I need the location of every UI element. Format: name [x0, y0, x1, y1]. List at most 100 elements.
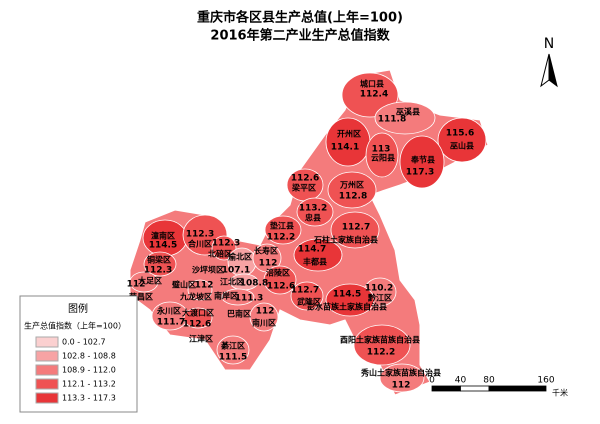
- north-label: N: [544, 36, 554, 52]
- legend-subtitle: 生产总值指数（上年=100）: [24, 321, 126, 331]
- legend-swatch: [35, 364, 59, 376]
- region-name: 合川区: [187, 239, 212, 249]
- region-value: 113: [372, 145, 391, 155]
- region-value: 112.3: [212, 239, 240, 249]
- scale-tick-label: 80: [483, 376, 495, 386]
- region-name: 北碚区: [208, 249, 232, 259]
- region: [221, 288, 255, 306]
- region: [437, 117, 487, 163]
- legend-swatch: [35, 336, 59, 348]
- region-value: 111.7: [157, 318, 185, 328]
- region-name: 大渡口区: [182, 308, 214, 318]
- region-name: 南岸区: [214, 291, 238, 301]
- region: [353, 324, 411, 366]
- legend-title: 图例: [68, 302, 88, 315]
- region: [263, 265, 297, 295]
- region: [211, 235, 237, 261]
- region-name: 云阳县: [371, 154, 395, 163]
- north-arrow-right: [548, 53, 558, 88]
- legend-label: 102.8 - 108.8: [62, 352, 116, 361]
- region-name: 铜梁区: [147, 255, 171, 265]
- region-name: 巴南区: [227, 309, 251, 319]
- region-name: 江北区: [220, 277, 244, 287]
- region-name: 忠县: [305, 213, 321, 223]
- legend-label: 112.1 - 113.2: [62, 380, 116, 389]
- north-arrow: N: [540, 36, 558, 88]
- region-name: 涪陵区: [266, 268, 290, 278]
- legend-label: 113.3 - 117.3: [62, 394, 116, 403]
- region-value: 114.7: [298, 245, 326, 255]
- region-name: 璧山区: [172, 280, 196, 290]
- region: [183, 307, 213, 329]
- scale-tick-label: 0: [429, 376, 435, 386]
- regions: [129, 72, 487, 393]
- region-name: 酉阳土家族苗族自治县: [340, 335, 420, 345]
- region: [325, 283, 375, 317]
- region-value: 111.5: [219, 353, 247, 363]
- region: [293, 238, 343, 272]
- region-name: 江津区: [189, 334, 213, 344]
- region-name: 永川区: [156, 306, 181, 316]
- region: [365, 132, 399, 178]
- region-name: 石柱土家族自治县: [313, 235, 378, 245]
- region-value: 114.1: [331, 143, 359, 153]
- region: [330, 211, 380, 249]
- region-name: 丰都县: [303, 257, 327, 267]
- legend-label: 0.0 - 102.7: [62, 338, 106, 347]
- region-name: 沙坪坝区: [192, 265, 224, 275]
- region: [290, 281, 324, 311]
- region-value: 108.8: [240, 279, 268, 289]
- region-value: 111.3: [235, 294, 263, 304]
- region-name: 长寿区: [254, 246, 278, 256]
- region-name: 秀山土家族苗族自治县: [360, 368, 441, 378]
- scale-bar: 0 40 80 160 千米: [429, 376, 568, 398]
- region-name: 巫山县: [450, 141, 474, 151]
- region-value: 115.6: [446, 129, 474, 139]
- region-value: 112.6: [183, 320, 211, 330]
- region: [249, 302, 279, 332]
- region-value: 112: [259, 259, 278, 269]
- region: [187, 279, 213, 301]
- scale-segment: [488, 385, 547, 392]
- region-value: 112: [256, 307, 275, 317]
- region-name: 彭水苗族土家族自治县: [307, 302, 387, 312]
- region-value: 112.8: [339, 192, 367, 202]
- north-arrow-left: [540, 53, 550, 88]
- subtitle: 2016年第二产业生产总值指数: [210, 28, 390, 44]
- region-name: 潼南区: [151, 231, 175, 241]
- region-name: 渝北区: [227, 252, 252, 262]
- scale-segment: [460, 385, 490, 392]
- region-name: 奉节县: [410, 155, 435, 165]
- region: [296, 197, 334, 227]
- region-value: 112.4: [360, 90, 388, 100]
- region-name: 城口县: [360, 79, 384, 89]
- region-value: 110.2: [365, 284, 393, 294]
- region: [216, 335, 250, 365]
- region-value: 111.8: [378, 115, 406, 125]
- region-value: 112: [392, 381, 411, 391]
- region-value: 112.6: [291, 174, 319, 184]
- region-value: 112: [127, 280, 146, 290]
- scale-unit: 千米: [552, 388, 568, 398]
- region-name: 荣昌区: [128, 292, 153, 302]
- region-value: 114.5: [333, 290, 361, 300]
- region-value: 114.5: [149, 241, 177, 251]
- region: [327, 171, 377, 209]
- region-value: 107.1: [222, 266, 250, 276]
- region-name: 开州区: [337, 130, 361, 139]
- region-value: 112.7: [342, 223, 370, 233]
- region-name: 巫溪县: [396, 107, 420, 117]
- region-value: 112: [195, 281, 214, 291]
- region-name: 黔江区: [367, 293, 392, 303]
- region-value: 112.3: [144, 266, 172, 276]
- region-value: 112.6: [267, 282, 295, 292]
- scale-tick-label: 40: [455, 376, 467, 386]
- region-value: 117.3: [406, 168, 434, 178]
- region: [374, 101, 436, 135]
- region-name: 綦江区: [220, 341, 245, 351]
- region-name: 梁平区: [291, 183, 316, 193]
- region-value: 112.2: [267, 233, 295, 243]
- title: 重庆市各区县生产总值(上年=100): [197, 10, 403, 26]
